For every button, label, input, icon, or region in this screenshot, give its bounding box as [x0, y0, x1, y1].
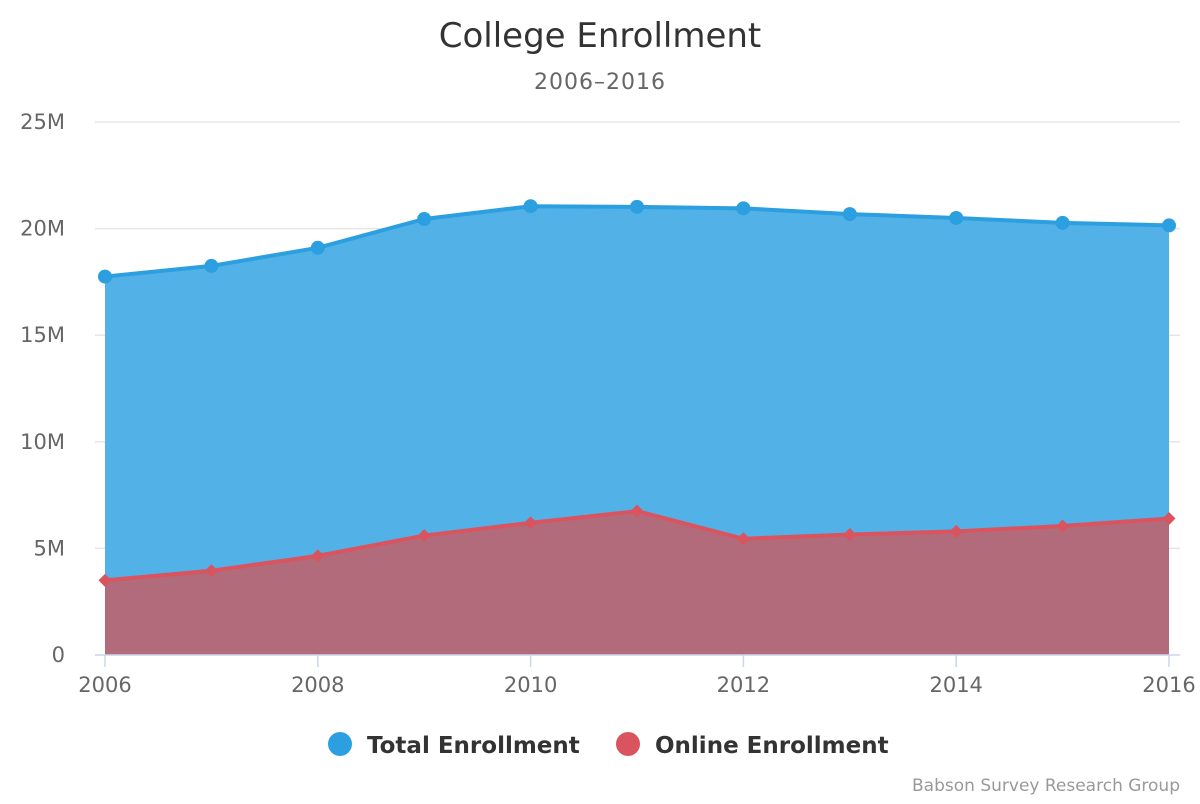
data-point[interactable] [524, 516, 538, 530]
data-point[interactable] [417, 212, 432, 227]
legend-item-0[interactable]: Total Enrollment [328, 732, 580, 759]
x-tick-label: 2006 [78, 673, 131, 697]
data-point[interactable] [736, 201, 751, 216]
data-point[interactable] [1056, 519, 1070, 533]
y-tick-label: 0 [52, 643, 65, 667]
legend-symbol [616, 732, 640, 756]
x-tick-label: 2014 [929, 673, 982, 697]
data-point[interactable] [949, 524, 963, 538]
x-tick-label: 2010 [504, 673, 557, 697]
y-tick-label: 25M [20, 110, 65, 134]
x-tick-label: 2016 [1142, 673, 1195, 697]
y-tick-label: 5M [34, 536, 65, 560]
legend-symbol [328, 732, 352, 756]
data-point[interactable] [843, 528, 857, 542]
data-point[interactable] [630, 199, 644, 214]
data-point[interactable] [949, 210, 964, 225]
x-tick-label: 2008 [291, 673, 344, 697]
axes: 0 5M 10M 15M 20M 25M 2006 2008 2010 2012 2014 2016 [20, 110, 1196, 697]
data-point[interactable] [1162, 512, 1176, 526]
data-point[interactable] [736, 532, 750, 546]
legend-label: Total Enrollment [367, 733, 580, 759]
chart-title: College Enrollment [439, 16, 762, 56]
data-point[interactable] [204, 258, 219, 273]
data-point[interactable] [310, 240, 325, 255]
y-tick-label: 10M [20, 430, 65, 454]
data-point[interactable] [1055, 215, 1070, 230]
series-markers[interactable] [98, 199, 1176, 587]
data-point[interactable] [98, 269, 112, 284]
x-tick-label: 2012 [717, 673, 770, 697]
data-point[interactable] [842, 207, 857, 222]
data-point[interactable] [204, 564, 218, 578]
legend-item-1[interactable]: Online Enrollment [616, 732, 889, 759]
data-point[interactable] [98, 573, 112, 587]
data-point[interactable] [1162, 218, 1176, 233]
y-tick-label: 20M [20, 217, 65, 241]
data-point[interactable] [630, 504, 644, 518]
series-areas [104, 204, 1170, 656]
y-tick-label: 15M [20, 323, 65, 347]
chart-credit[interactable]: Babson Survey Research Group [912, 776, 1180, 796]
chart-subtitle: 2006–2016 [534, 70, 666, 95]
legend[interactable]: Total Enrollment Online Enrollment [328, 732, 889, 759]
legend-label: Online Enrollment [655, 733, 889, 759]
data-point[interactable] [417, 529, 431, 543]
data-point[interactable] [523, 199, 538, 214]
data-point[interactable] [311, 549, 325, 563]
